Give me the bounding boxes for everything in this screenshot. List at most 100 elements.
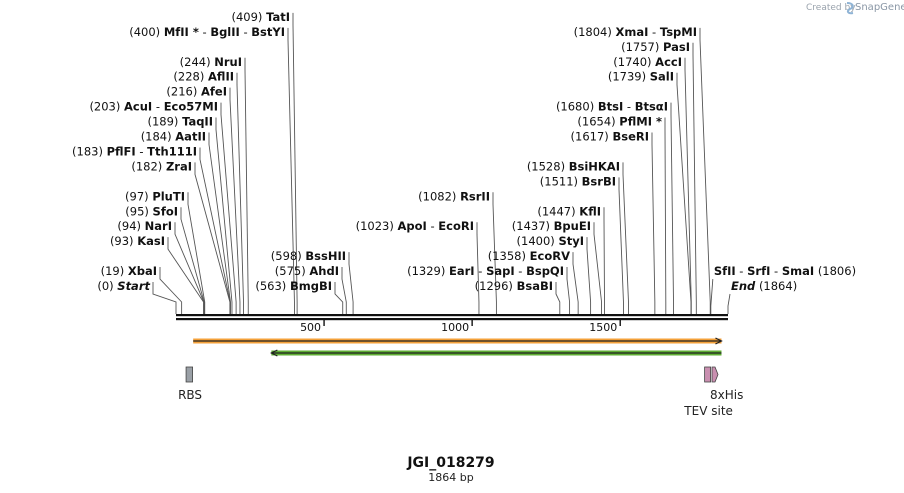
site-label-nrui[interactable]: (244) NruI [180,55,242,69]
site-leader-line [727,293,731,314]
site-enzyme-name: EcoRI [438,219,474,233]
site-position: (184) [141,130,172,144]
site-enzyme-name: PasI [663,40,690,54]
site-label-bsshii[interactable]: (598) BssHII [271,249,346,263]
site-label-pflmi[interactable]: (1654) PflMI * [577,115,662,129]
site-enzyme-name: StyI [558,234,584,248]
site-enzyme-name: TaqII [182,115,213,129]
site-position: (1804) [574,25,612,39]
site-position: (182) [131,159,162,173]
site-label-acci[interactable]: (1740) AccI [613,55,682,69]
feature-shape [711,366,719,383]
orf-reverse[interactable] [270,349,722,357]
site-label-bsabi[interactable]: (1296) BsaBI [475,279,553,293]
site-label-aatii[interactable]: (184) AatII [141,130,206,144]
site-position: (95) [125,204,149,218]
snapgene-logo: Created by SnapGene [806,2,904,15]
site-enzyme-name: PluTI [152,189,185,203]
site-label-mfii[interactable]: (400) MfII * - BglII - BstYI [129,25,285,39]
site-position: (1680) [556,100,594,114]
site-enzyme-name: SfoI [153,204,178,218]
site-label-xmai[interactable]: (1804) XmaI - TspMI [574,25,697,39]
site-label-taqii[interactable]: (189) TaqII [147,115,213,129]
site-enzyme-name: NarI [145,219,172,233]
site-label-afei[interactable]: (216) AfeI [166,85,227,99]
site-label-tati[interactable]: (409) TatI [232,10,291,24]
site-label-zrai[interactable]: (182) ZraI [131,159,192,173]
site-label-pasi[interactable]: (1757) PasI [621,40,690,54]
site-leader-line [593,222,602,314]
feature-rbs[interactable]: RBS [178,366,202,402]
site-position: (94) [117,219,141,233]
site-position: (1082) [418,189,456,203]
site-enzyme-name: SfII [714,264,736,278]
feature-tev-site[interactable]: TEV site [683,366,733,418]
site-position: (1296) [475,279,513,293]
site-enzyme-name: BssHII [305,249,346,263]
site-leader-line [348,252,354,314]
backbone-top-strand [176,314,728,317]
site-leader-line [194,162,231,314]
orf-arrowhead [270,349,278,357]
features: RBS 8xHis TEV site [178,366,743,418]
site-leader-line [566,267,571,314]
orf-forward[interactable] [193,337,723,345]
site-label-rsrii[interactable]: (1082) RsrII [418,189,490,203]
site-label-btsi[interactable]: (1680) BtsI - BtsαI [556,100,668,114]
logo-brand: SnapGene [855,2,904,13]
site-label-bseri[interactable]: (1617) BseRI [571,130,649,144]
site-enzyme-name: ApoI [398,219,427,233]
feature-8xhis[interactable]: 8xHis [710,366,743,402]
site-label-pflfi[interactable]: (183) PflFI - Tth111I [72,144,197,158]
site-label-xbai[interactable]: (19) XbaI [101,264,157,278]
site-label-nari[interactable]: (94) NarI [117,219,172,233]
backbone-bottom-strand [176,318,728,321]
site-leader-line [476,222,480,314]
site-label-ahdi[interactable]: (575) AhdI [275,264,339,278]
site-position: (1447) [537,204,575,218]
site-leader-line [236,72,244,314]
site-position: (1400) [517,234,555,248]
site-enzyme-name: Eco57MI [164,100,218,114]
site-leader-line [684,57,692,314]
logo-created-by: Created by [806,3,856,13]
site-label-bsrbi[interactable]: (1511) BsrBI [540,174,616,188]
site-leader-line [229,87,241,314]
site-label-apoi[interactable]: (1023) ApoI - EcoRI [356,219,474,233]
site-label-eari[interactable]: (1329) EarI - SapI - BspQI [407,264,564,278]
site-leader-line [651,132,656,314]
site-leader-line [699,27,711,314]
site-enzyme-name: BtsαI [635,100,668,114]
site-position: (1864) [759,279,797,293]
site-label-start[interactable]: (0) Start [97,279,150,293]
site-label-pluti[interactable]: (97) PluTI [125,189,185,203]
site-leader-line [492,192,497,314]
site-enzyme-name: TatI [266,10,290,24]
site-position: (1654) [577,115,615,129]
site-label-kfli[interactable]: (1447) KflI [537,204,601,218]
site-label-sfoi[interactable]: (95) SfoI [125,204,178,218]
site-leader-line [692,42,697,314]
site-position: (598) [271,249,302,263]
site-label-bpuei[interactable]: (1437) BpuEI [512,219,591,233]
site-label-styi[interactable]: (1400) StyI [517,234,584,248]
orf-arrowhead [715,337,723,345]
site-label-acui[interactable]: (203) AcuI - Eco57MI [89,100,218,114]
site-position: (575) [275,264,306,278]
site-enzyme-name: End [731,279,756,293]
site-separator: - [240,25,251,39]
site-separator: - [427,219,438,233]
site-separator: - [515,264,526,278]
site-label-sali[interactable]: (1739) SalI [608,70,674,84]
site-label-bmgbi[interactable]: (563) BmgBI [255,279,332,293]
site-label-kasi[interactable]: (93) KasI [110,234,165,248]
site-enzyme-name: EcoRV [530,249,570,263]
site-label-ecorv[interactable]: (1358) EcoRV [488,249,570,263]
site-position: (97) [125,189,149,203]
site-label-sfii[interactable]: SfII - SrfI - SmaI (1806) [714,264,856,278]
site-label-aflii[interactable]: (228) AflII [173,70,234,84]
site-leader-line [555,282,561,314]
site-label-bsihkai[interactable]: (1528) BsiHKAI [527,159,620,173]
site-enzyme-name: BsiHKAI [569,159,620,173]
site-label-end[interactable]: End (1864) [731,279,797,293]
